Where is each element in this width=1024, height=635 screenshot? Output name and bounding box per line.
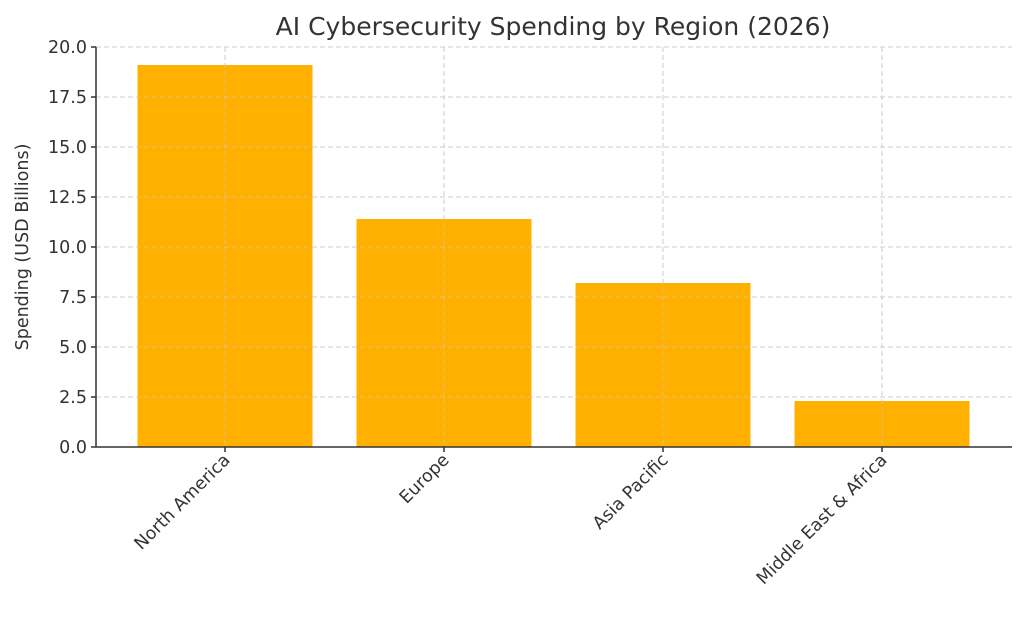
- y-tick-label: 17.5: [48, 88, 87, 108]
- y-tick-label: 7.5: [59, 288, 87, 308]
- y-axis-ticks: 0.0 2.5 5.0 7.5 10.0 12.5 15.0 17.5 20.0: [48, 38, 96, 458]
- bars: [96, 46, 1012, 447]
- y-tick-label: 10.0: [48, 238, 87, 258]
- x-tick-label: Middle East & Africa: [753, 450, 891, 588]
- y-tick-label: 15.0: [48, 138, 87, 158]
- y-tick-label: 2.5: [59, 388, 87, 408]
- x-tick-label: Asia Pacific: [589, 450, 672, 533]
- y-tick-label: 12.5: [48, 188, 87, 208]
- y-tick-label: 0.0: [59, 438, 87, 458]
- y-tick-label: 20.0: [48, 38, 87, 58]
- y-tick-label: 5.0: [59, 338, 87, 358]
- y-axis-label: Spending (USD Billions): [13, 144, 33, 351]
- x-tick-label: North America: [131, 450, 235, 554]
- x-tick-label: Europe: [396, 450, 454, 508]
- bar-europe: [356, 219, 532, 447]
- chart-title: AI Cybersecurity Spending by Region (202…: [276, 12, 831, 41]
- x-axis-ticks: North America Europe Asia Pacific Middle Ea…: [131, 447, 892, 589]
